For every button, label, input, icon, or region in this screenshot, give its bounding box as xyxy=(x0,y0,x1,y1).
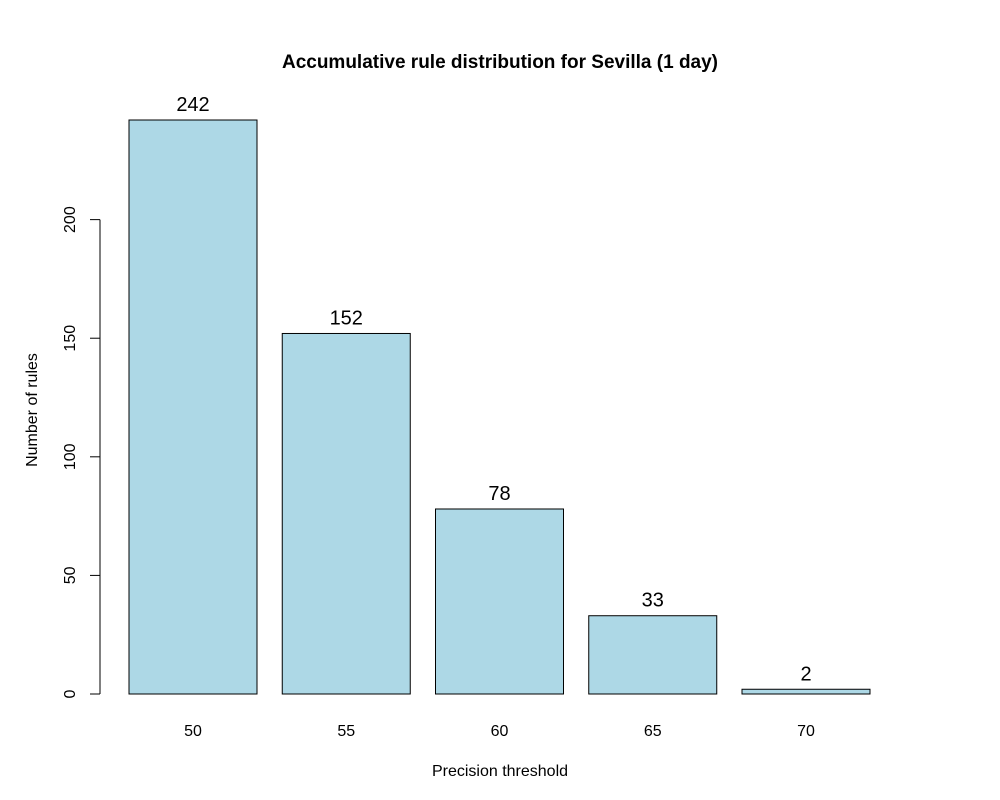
y-tick-label: 100 xyxy=(62,443,79,470)
y-axis: 0 50 100 150 200 xyxy=(62,206,101,698)
bar-55 xyxy=(281,332,411,695)
x-tick-label: 60 xyxy=(491,723,509,740)
x-tick-label: 65 xyxy=(644,723,662,740)
bar-70 xyxy=(741,688,871,695)
data-label: 152 xyxy=(330,307,363,329)
data-label: 242 xyxy=(176,94,209,116)
bar-60 xyxy=(435,508,564,695)
x-tick-labels: 50 55 60 65 70 xyxy=(184,723,815,740)
y-tick-label: 0 xyxy=(62,689,79,698)
chart-title: Accumulative rule distribution for Sevil… xyxy=(282,52,718,73)
x-tick-label: 70 xyxy=(797,723,815,740)
bar-65 xyxy=(588,615,718,695)
x-tick-label: 50 xyxy=(184,723,202,740)
data-label: 78 xyxy=(488,483,510,505)
x-axis-label: Precision threshold xyxy=(432,763,568,780)
y-tick-label: 150 xyxy=(62,325,79,352)
data-label: 2 xyxy=(800,663,811,685)
bar-50 xyxy=(128,119,258,695)
x-tick-label: 55 xyxy=(337,723,355,740)
y-axis-label: Number of rules xyxy=(24,353,41,467)
data-label: 33 xyxy=(642,590,664,612)
bars: 242 152 78 33 2 xyxy=(128,94,871,695)
y-tick-label: 50 xyxy=(62,566,79,584)
y-tick-label: 200 xyxy=(62,206,79,233)
